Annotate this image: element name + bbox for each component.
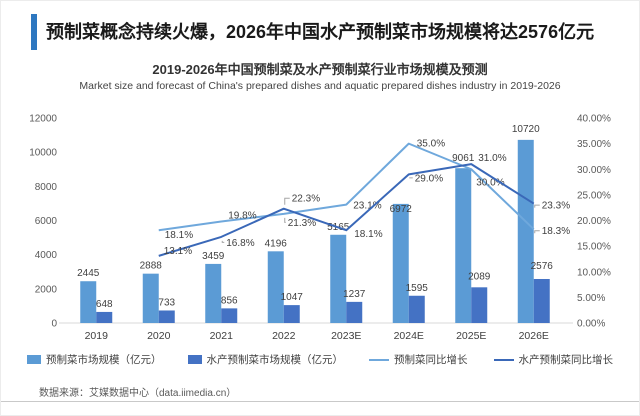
legend-item-aquatic-growth-line: 水产预制菜同比增长 xyxy=(493,352,614,367)
line-value-label: 13.1% xyxy=(164,246,192,257)
bar-prepared-2024E xyxy=(392,203,409,323)
bar-value-label: 2089 xyxy=(468,271,491,282)
line-value-label: 18.1% xyxy=(354,229,382,240)
bar-prepared-2025E xyxy=(455,168,472,323)
bar-value-label: 856 xyxy=(221,295,238,306)
bar-prepared-2020 xyxy=(142,273,159,323)
y-tick-right: 40.00% xyxy=(577,114,611,125)
bar-aquatic-2019 xyxy=(96,311,113,323)
x-tick-label: 2026E xyxy=(519,330,549,342)
bar-prepared-2023E xyxy=(330,234,347,323)
bar-aquatic-2025E xyxy=(471,287,488,323)
line-value-label: 19.8% xyxy=(228,211,256,222)
legend-label: 预制菜同比增长 xyxy=(394,354,468,366)
line-value-label: 22.3% xyxy=(292,194,320,205)
y-tick-left: 6000 xyxy=(35,216,58,227)
bar-value-label: 1047 xyxy=(281,292,304,303)
legend-label: 水产预制菜市场规模（亿元） xyxy=(206,354,344,366)
y-tick-left: 12000 xyxy=(29,114,57,125)
bar-aquatic-2026E xyxy=(533,278,550,323)
bar-prepared-2026E xyxy=(517,139,534,323)
bar-aquatic-2023E xyxy=(346,301,363,323)
y-tick-right: 5.00% xyxy=(577,293,605,304)
label-leader-line xyxy=(221,240,225,243)
line-value-label: 30.0% xyxy=(476,177,504,188)
line-value-label: 35.0% xyxy=(417,139,445,150)
legend-item-aquatic-bar: 水产预制菜市场规模（亿元） xyxy=(187,352,344,367)
bar-value-label: 2445 xyxy=(77,268,100,279)
bar-value-label: 1237 xyxy=(343,289,366,300)
bar-value-label: 1595 xyxy=(406,283,429,294)
x-tick-label: 2021 xyxy=(210,330,234,342)
legend-swatch-prepared-bar xyxy=(27,355,41,364)
legend-swatch-prepared-line xyxy=(369,358,389,361)
bar-value-label: 10720 xyxy=(512,124,540,135)
x-tick-label: 2022 xyxy=(272,330,296,342)
report-header: 预制菜概念持续火爆，2026年中国水产预制菜市场规模将达2576亿元 xyxy=(31,14,594,50)
x-tick-label: 2023E xyxy=(331,330,361,342)
x-tick-label: 2024E xyxy=(394,330,424,342)
footer-divider xyxy=(1,401,639,402)
line-value-label: 29.0% xyxy=(415,173,443,184)
page-title: 预制菜概念持续火爆，2026年中国水产预制菜市场规模将达2576亿元 xyxy=(46,22,595,42)
x-tick-label: 2020 xyxy=(147,330,171,342)
legend-label: 预制菜市场规模（亿元） xyxy=(46,354,162,366)
legend-item-prepared-bar: 预制菜市场规模（亿元） xyxy=(27,352,162,367)
y-tick-right: 30.00% xyxy=(577,165,611,176)
y-tick-left: 0 xyxy=(51,319,57,330)
line-value-label: 23.3% xyxy=(542,201,570,212)
chart-canvas: 0 2000 4000 6000 8000 10000 12000 0.00% 5.00% 10.… xyxy=(29,114,611,343)
label-leader-line xyxy=(284,197,290,205)
label-leader-line xyxy=(534,204,540,208)
line-value-label: 18.1% xyxy=(165,230,193,241)
line-value-label: 23.1% xyxy=(353,201,381,212)
y-tick-right: 35.00% xyxy=(577,139,611,150)
y-tick-left: 10000 xyxy=(29,148,57,159)
label-leader-line xyxy=(409,177,413,179)
bar-aquatic-2024E xyxy=(408,295,425,323)
y-tick-right: 10.00% xyxy=(577,267,611,278)
bar-aquatic-2021 xyxy=(221,308,238,323)
data-source-note: 数据来源：艾媒数据中心（data.iimedia.cn） xyxy=(39,388,237,399)
bar-value-label: 9061 xyxy=(452,153,475,164)
legend-item-prepared-growth-line: 预制菜同比增长 xyxy=(369,352,468,367)
y-tick-left: 8000 xyxy=(35,182,58,193)
line-value-label: 16.8% xyxy=(226,238,254,249)
line-value-label: 18.3% xyxy=(542,226,570,237)
line-aquatic-growth xyxy=(158,163,535,257)
bar-aquatic-2022 xyxy=(283,305,300,323)
bar-value-label: 6972 xyxy=(390,204,413,215)
bar-value-label: 4196 xyxy=(265,238,288,249)
y-tick-right: 15.00% xyxy=(577,242,611,253)
label-leader-line xyxy=(534,230,540,234)
bar-value-label: 3459 xyxy=(202,251,225,262)
bar-value-label: 733 xyxy=(158,297,175,308)
legend-swatch-aquatic-line xyxy=(493,358,514,361)
line-value-label: 21.3% xyxy=(288,218,316,229)
x-tick-label: 2019 xyxy=(85,330,109,342)
y-tick-right: 0.00% xyxy=(577,319,605,330)
bar-prepared-2021 xyxy=(205,263,222,323)
label-leader-line xyxy=(284,217,286,223)
chart-title: 2019-2026年中国预制菜及水产预制菜行业市场规模及预测 xyxy=(152,62,488,77)
y-tick-right: 20.00% xyxy=(577,216,611,227)
chart-legend: 预制菜市场规模（亿元） 水产预制菜市场规模（亿元） 预制菜同比增长 水产预制菜同… xyxy=(1,352,639,367)
y-tick-left: 4000 xyxy=(35,250,58,261)
bar-prepared-2019 xyxy=(80,281,97,323)
header-accent-bar xyxy=(31,14,37,50)
legend-swatch-aquatic-bar xyxy=(187,355,202,364)
bar-aquatic-2020 xyxy=(158,310,175,323)
y-tick-right: 25.00% xyxy=(577,190,611,201)
line-value-label: 31.0% xyxy=(478,153,506,164)
bar-prepared-2022 xyxy=(267,251,284,323)
bar-value-label: 2888 xyxy=(140,261,163,272)
chart-subtitle: Market size and forecast of China's prep… xyxy=(79,80,561,92)
bar-value-label: 648 xyxy=(96,299,113,310)
legend-label: 水产预制菜同比增长 xyxy=(518,354,614,366)
bar-value-label: 2576 xyxy=(531,261,554,272)
x-tick-label: 2025E xyxy=(456,330,486,342)
y-tick-left: 2000 xyxy=(35,284,58,295)
line-prepared-growth xyxy=(158,142,535,232)
